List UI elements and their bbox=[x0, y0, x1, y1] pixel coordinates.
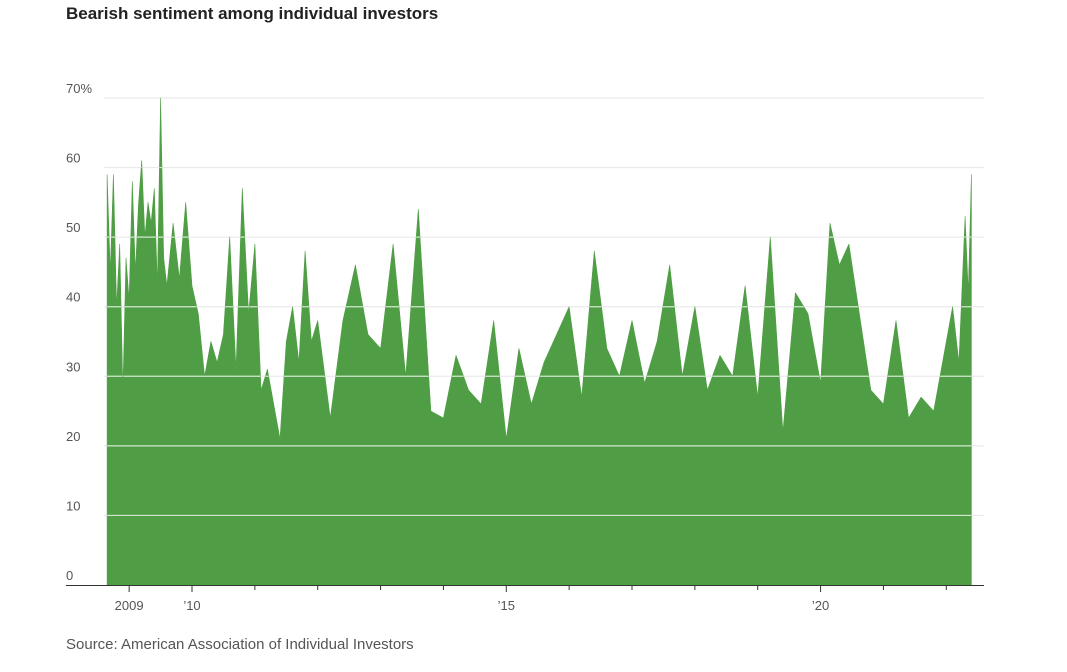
label-layer: 0 10 20 30 40 50 60 70% 2009 ’10 ’15 ’20 bbox=[66, 81, 829, 613]
area-layer bbox=[106, 97, 972, 586]
y-tick-label-10: 10 bbox=[66, 498, 80, 513]
x-tick-label-2010: ’10 bbox=[183, 598, 200, 613]
source-note: Source: American Association of Individu… bbox=[66, 636, 414, 653]
y-tick-label-50: 50 bbox=[66, 220, 80, 235]
y-tick-label-60: 60 bbox=[66, 151, 80, 166]
x-tick-label-2009: 2009 bbox=[115, 598, 144, 613]
chart-title: Bearish sentiment among individual inves… bbox=[66, 4, 439, 23]
y-tick-label-30: 30 bbox=[66, 359, 80, 374]
y-tick-label-40: 40 bbox=[66, 290, 80, 305]
y-tick-label-20: 20 bbox=[66, 429, 80, 444]
axis-layer bbox=[66, 585, 984, 592]
x-tick-label-2020: ’20 bbox=[812, 598, 829, 613]
y-tick-label-0: 0 bbox=[66, 568, 73, 583]
x-tick-label-2015: ’15 bbox=[498, 598, 515, 613]
y-tick-label-70: 70% bbox=[66, 81, 92, 96]
series-area bbox=[106, 97, 972, 586]
